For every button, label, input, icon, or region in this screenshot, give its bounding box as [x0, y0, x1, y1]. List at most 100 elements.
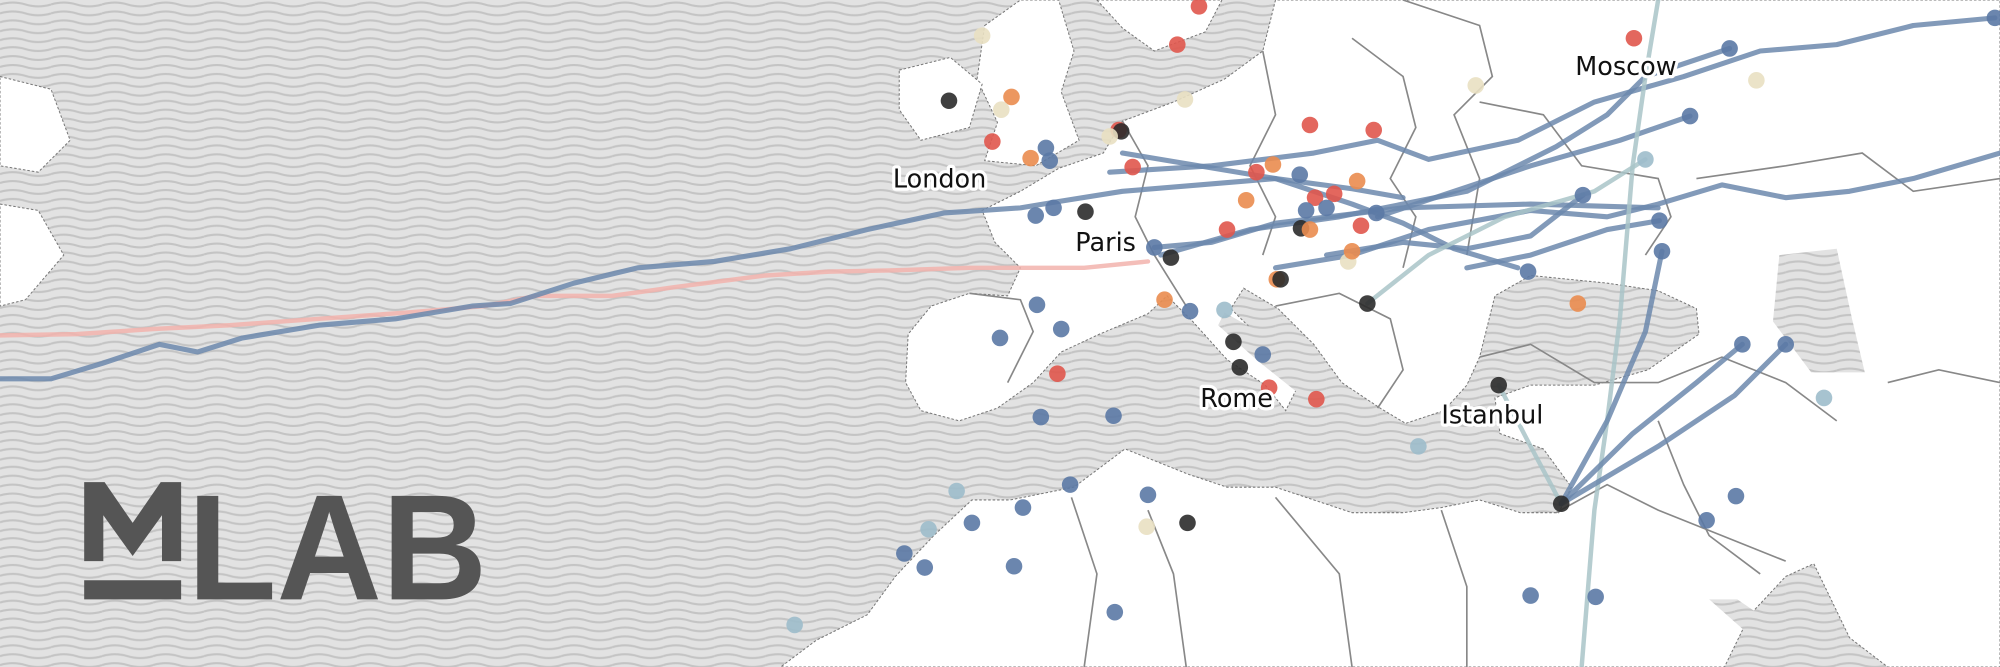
- data-point: [1041, 152, 1059, 169]
- data-point: [1032, 408, 1050, 426]
- data-points: [786, 0, 2000, 634]
- data-point: [1225, 333, 1242, 351]
- border-line: [1440, 509, 1468, 667]
- data-point: [1216, 301, 1233, 319]
- data-point: [1005, 557, 1023, 575]
- route-line-blue: [1558, 341, 1789, 507]
- data-point: [1569, 295, 1587, 312]
- data-point: [1651, 212, 1668, 229]
- land-canada-1: [0, 75, 71, 173]
- data-point: [1181, 302, 1199, 320]
- data-point: [1022, 149, 1039, 167]
- route-line-teal: [1496, 382, 1564, 506]
- data-point: [1237, 191, 1255, 209]
- mlab-logo: LAB: [84, 463, 487, 631]
- data-point: [963, 514, 981, 532]
- data-point: [1077, 203, 1094, 220]
- data-point: [1248, 163, 1265, 181]
- data-point: [1698, 512, 1715, 529]
- data-point: [1297, 202, 1315, 219]
- route-line-blue: [1107, 15, 1998, 175]
- border-line: [1275, 292, 1404, 409]
- route-line-teal: [1365, 157, 1648, 306]
- data-point: [1519, 263, 1537, 280]
- data-point: [1045, 199, 1062, 217]
- route-line-blue: [1464, 218, 1662, 271]
- land-mainland: [779, 0, 2000, 667]
- border-line: [1121, 120, 1187, 307]
- route-line-pink: [0, 259, 1151, 338]
- route-line-blue: [1558, 248, 1665, 507]
- land-ireland: [898, 56, 983, 141]
- data-point: [1625, 29, 1643, 47]
- data-point: [1359, 295, 1376, 312]
- logo-lab-text: LAB: [188, 463, 488, 631]
- logo-m-glyph: [84, 482, 182, 600]
- data-point: [1367, 204, 1385, 222]
- sea-caspian: [1772, 248, 1865, 373]
- route-line-teal: [1579, 0, 1661, 667]
- border-line: [1147, 509, 1188, 667]
- data-point: [992, 101, 1010, 118]
- data-point: [786, 616, 803, 634]
- route-line-blue: [1323, 192, 1586, 258]
- data-point: [1124, 158, 1141, 176]
- data-point: [1176, 91, 1194, 108]
- sea-red-sea: [1709, 599, 1837, 667]
- data-point: [1156, 291, 1173, 308]
- city-label-moscow: Moscow: [1575, 52, 1676, 82]
- border-line: [1274, 496, 1353, 667]
- data-point: [1410, 438, 1427, 455]
- data-point: [1028, 296, 1046, 314]
- data-point: [1105, 407, 1122, 425]
- data-point: [1101, 128, 1118, 145]
- land-britain: [976, 0, 1080, 167]
- data-point: [991, 329, 1009, 347]
- border-line: [1402, 0, 1494, 256]
- data-point: [1637, 151, 1654, 168]
- data-point: [1653, 242, 1671, 260]
- city-label-london: London: [893, 164, 986, 194]
- route-line-blue: [1158, 45, 1733, 258]
- data-point: [1231, 359, 1249, 376]
- country-borders: [969, 0, 2000, 667]
- data-point: [1052, 320, 1070, 338]
- data-point: [1169, 36, 1186, 53]
- data-point: [1027, 207, 1045, 224]
- border-line: [1249, 50, 1277, 256]
- data-point: [1146, 239, 1163, 256]
- data-point: [1260, 379, 1278, 396]
- data-point: [1587, 588, 1604, 606]
- data-point: [1106, 603, 1124, 621]
- data-point: [973, 27, 991, 44]
- data-point: [1574, 186, 1592, 204]
- data-point: [920, 520, 937, 538]
- data-point: [1139, 486, 1157, 504]
- data-point: [984, 133, 1001, 150]
- data-point: [1348, 172, 1366, 190]
- data-point: [1061, 476, 1079, 493]
- data-point: [1721, 40, 1738, 57]
- data-point: [1301, 221, 1319, 238]
- data-point: [1190, 0, 1208, 15]
- data-point: [1467, 77, 1485, 94]
- land-canada-2: [0, 203, 65, 307]
- data-point: [948, 482, 965, 500]
- data-point: [1162, 249, 1180, 266]
- route-line-blue: [0, 175, 1406, 382]
- data-point: [1490, 376, 1508, 394]
- data-point: [1049, 365, 1066, 382]
- data-point: [1037, 139, 1055, 157]
- data-point: [1264, 156, 1282, 173]
- border-line: [1887, 368, 2000, 384]
- data-point: [1552, 495, 1570, 513]
- data-point: [1325, 185, 1343, 203]
- route-line-blue: [1558, 341, 1745, 507]
- data-point: [1291, 166, 1309, 184]
- data-point: [1306, 189, 1324, 206]
- data-point: [1815, 389, 1833, 407]
- data-point: [1254, 346, 1272, 363]
- data-point: [1727, 487, 1745, 505]
